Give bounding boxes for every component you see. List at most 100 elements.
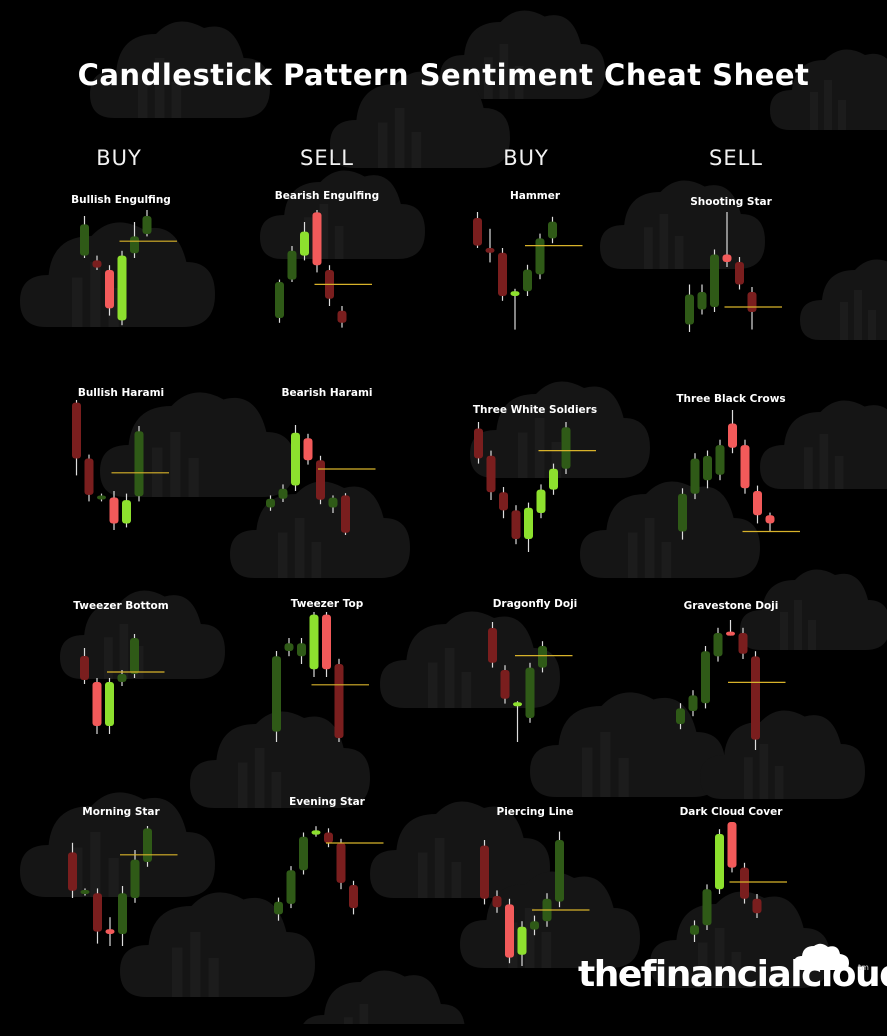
pattern-name: Bearish Harami: [281, 387, 373, 399]
candlestick: [505, 898, 514, 964]
candle-body: [726, 631, 735, 636]
candlestick: [325, 265, 334, 306]
candle-body: [702, 889, 712, 926]
candle-body: [134, 431, 144, 497]
candlestick: [80, 648, 89, 684]
pattern-name: Hammer: [509, 190, 561, 202]
candlestick: [274, 897, 283, 921]
candlestick: [92, 255, 102, 270]
candle-body: [275, 282, 284, 318]
candlestick: [703, 450, 712, 489]
candlestick: [548, 216, 557, 244]
candle-body: [499, 492, 508, 511]
candle-body: [93, 893, 102, 932]
pattern-name: Three White Soldiers: [472, 404, 598, 416]
background-cloud: [380, 611, 560, 708]
candle-body: [753, 491, 762, 516]
candlestick: [316, 455, 325, 505]
candle-body: [525, 667, 535, 718]
candlestick: [80, 216, 89, 258]
candle-body: [109, 497, 119, 524]
candle-body: [337, 310, 347, 323]
pattern-chart: [266, 425, 376, 535]
candlestick: [688, 690, 698, 717]
candlestick: [341, 493, 350, 535]
column-header-sell-1: SELL: [300, 146, 354, 170]
background-cloud: [370, 801, 550, 898]
candlestick: [488, 622, 497, 668]
candlestick: [549, 463, 558, 495]
candlestick: [561, 422, 571, 474]
candle-body: [523, 269, 532, 292]
candlestick: [710, 249, 719, 312]
pattern-card: Tweezer Bottom: [16, 600, 226, 830]
candlestick: [312, 210, 322, 273]
candlestick: [324, 828, 333, 848]
candle-body: [505, 904, 514, 958]
candlestick: [275, 279, 284, 323]
candle-body: [328, 497, 338, 508]
candle-body: [122, 500, 131, 524]
candle-body: [130, 859, 140, 898]
background-cloud: [470, 381, 650, 478]
candle-body: [740, 445, 750, 489]
candlestick: [555, 831, 564, 908]
candlestick: [513, 701, 522, 742]
candle-body: [513, 702, 522, 707]
candlestick: [735, 257, 744, 290]
candle-body: [710, 254, 719, 307]
pattern-chart: [473, 212, 583, 330]
candle-body: [312, 212, 322, 266]
page-title: Candlestick Pattern Sentiment Cheat Shee…: [77, 58, 810, 92]
candle-body: [498, 252, 507, 296]
candlestick: [72, 400, 81, 476]
candlestick: [130, 222, 139, 258]
candle-body: [473, 218, 482, 246]
pattern-chart: [678, 410, 800, 540]
pattern-card: Bearish Harami: [222, 387, 432, 617]
candle-body: [341, 495, 350, 533]
pattern-card: Bullish Harami: [16, 387, 226, 617]
candlestick: [309, 612, 319, 677]
candle-body: [105, 682, 114, 726]
candle-body: [676, 708, 685, 724]
candlestick: [523, 264, 532, 296]
candle-body: [299, 836, 308, 871]
pattern-name: Bearish Engulfing: [274, 190, 380, 202]
candle-body: [97, 495, 106, 500]
candle-body: [303, 438, 313, 461]
pattern-card: Tweezer Top: [222, 598, 432, 828]
candlestick: [713, 627, 723, 662]
pattern-card: Piercing Line: [430, 806, 640, 1036]
pattern-chart: [68, 826, 178, 946]
candlestick: [300, 222, 309, 261]
candlestick: [337, 306, 347, 328]
pattern-name: Bullish Harami: [77, 387, 165, 399]
pattern-name: Piercing Line: [496, 806, 574, 818]
background-cloud: [303, 970, 465, 1024]
background-cloud: [440, 10, 605, 99]
candle-body: [492, 896, 502, 908]
candle-body: [105, 270, 114, 309]
candlestick: [678, 488, 687, 540]
candlestick: [702, 884, 712, 930]
candle-body: [728, 423, 737, 448]
candle-body: [715, 834, 724, 890]
candle-body: [105, 929, 115, 934]
pattern-chart: [690, 822, 787, 942]
candlestick: [525, 662, 535, 723]
candle-body: [117, 255, 127, 321]
pattern-name: Morning Star: [82, 806, 160, 818]
candlestick: [266, 495, 275, 511]
candle-body: [549, 468, 558, 490]
pattern-chart: [480, 831, 590, 966]
pattern-name: Shooting Star: [690, 196, 772, 208]
candlestick: [299, 832, 308, 875]
candle-body: [143, 828, 152, 862]
candle-body: [688, 695, 698, 711]
candle-body: [511, 510, 521, 539]
candlestick: [511, 505, 521, 545]
candle-body: [715, 445, 725, 475]
background-cloud: [60, 590, 225, 679]
